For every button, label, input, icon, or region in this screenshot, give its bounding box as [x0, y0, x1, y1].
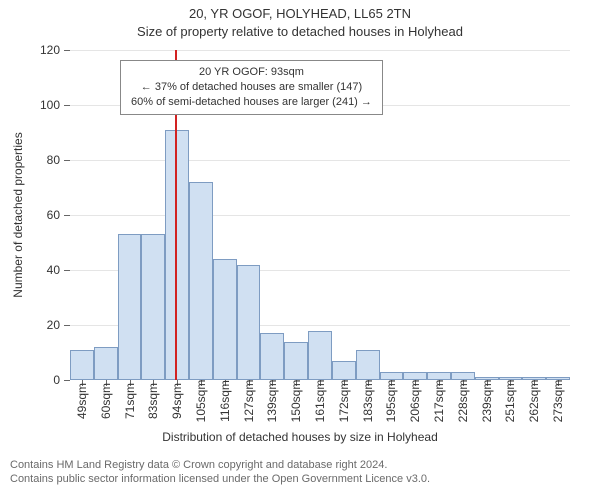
y-tick-label: 0	[53, 373, 60, 387]
bar	[118, 234, 142, 380]
y-tick-label: 100	[40, 98, 60, 112]
annotation-box: 20 YR OGOF: 93sqm ← 37% of detached hous…	[120, 60, 383, 115]
x-tick-label: 273sqm	[551, 380, 565, 423]
x-tick-label: 183sqm	[361, 380, 375, 423]
x-tick-label: 94sqm	[170, 383, 184, 419]
annotation-line-1: 20 YR OGOF: 93sqm	[131, 65, 372, 80]
x-tick-label: 195sqm	[384, 380, 398, 423]
x-tick-label: 127sqm	[242, 380, 256, 423]
x-tick-label: 60sqm	[99, 383, 113, 419]
footer-attribution: Contains HM Land Registry data © Crown c…	[10, 458, 430, 487]
bar	[237, 265, 261, 381]
annotation-line-2: ← 37% of detached houses are smaller (14…	[131, 80, 372, 95]
bar	[308, 331, 332, 381]
footer-line-1: Contains HM Land Registry data © Crown c…	[10, 458, 430, 472]
bar	[94, 347, 118, 380]
annotation-line-3: 60% of semi-detached houses are larger (…	[131, 95, 372, 110]
y-gridline	[70, 160, 570, 161]
y-tick	[64, 160, 70, 161]
x-tick-label: 161sqm	[313, 380, 327, 423]
y-gridline	[70, 50, 570, 51]
y-tick	[64, 380, 70, 381]
y-tick	[64, 105, 70, 106]
page-title: 20, YR OGOF, HOLYHEAD, LL65 2TN	[0, 6, 600, 21]
x-tick-label: 206sqm	[408, 380, 422, 423]
y-tick	[64, 270, 70, 271]
x-tick-label: 262sqm	[527, 380, 541, 423]
y-tick-label: 80	[47, 153, 60, 167]
y-tick-label: 40	[47, 263, 60, 277]
x-tick-label: 49sqm	[75, 383, 89, 419]
x-axis-title: Distribution of detached houses by size …	[0, 430, 600, 444]
bar	[213, 259, 237, 380]
bar	[284, 342, 308, 381]
y-tick	[64, 325, 70, 326]
x-tick-label: 105sqm	[194, 380, 208, 423]
y-tick	[64, 215, 70, 216]
x-tick-label: 172sqm	[337, 380, 351, 423]
bar	[260, 333, 284, 380]
bar	[70, 350, 94, 380]
y-tick-label: 20	[47, 318, 60, 332]
bar	[332, 361, 356, 380]
x-tick-label: 228sqm	[456, 380, 470, 423]
bar	[356, 350, 380, 380]
x-tick-label: 116sqm	[218, 380, 232, 422]
x-tick-label: 239sqm	[480, 380, 494, 423]
y-tick-label: 120	[40, 43, 60, 57]
x-tick-label: 71sqm	[123, 383, 137, 419]
x-tick-label: 83sqm	[146, 383, 160, 419]
y-axis-title: Number of detached properties	[11, 132, 25, 297]
x-tick-label: 217sqm	[432, 380, 446, 423]
x-tick-label: 251sqm	[503, 380, 517, 423]
bar	[141, 234, 165, 380]
y-tick-label: 60	[47, 208, 60, 222]
x-tick-label: 150sqm	[289, 380, 303, 423]
bar	[189, 182, 213, 380]
y-tick	[64, 50, 70, 51]
footer-line-2: Contains public sector information licen…	[10, 472, 430, 486]
chart-subtitle: Size of property relative to detached ho…	[0, 24, 600, 39]
y-gridline	[70, 215, 570, 216]
x-tick-label: 139sqm	[265, 380, 279, 423]
